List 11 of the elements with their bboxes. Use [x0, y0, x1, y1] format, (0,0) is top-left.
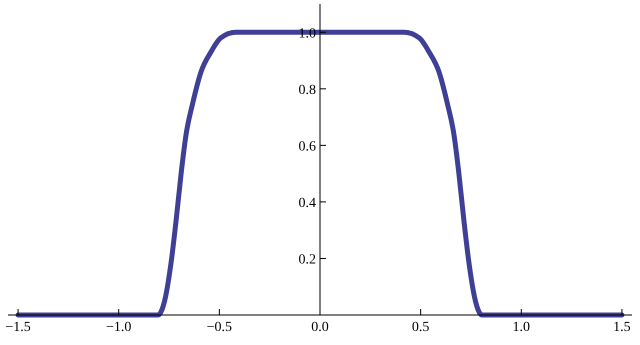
y-tick-label: 0.4: [298, 196, 316, 211]
x-tick-label: 0.0: [311, 320, 329, 335]
x-tick-label: −0.5: [206, 320, 232, 335]
x-tick-label: 1.0: [512, 320, 530, 335]
y-tick-label: 0.2: [298, 252, 316, 268]
x-tick-label: 0.5: [412, 320, 430, 335]
y-tick-label: 0.6: [298, 139, 316, 154]
x-tick-label: −1.0: [106, 320, 132, 335]
x-tick-label: 1.5: [613, 320, 631, 335]
y-tick-label: 0.8: [298, 82, 316, 98]
x-tick-label: −1.5: [5, 320, 31, 335]
